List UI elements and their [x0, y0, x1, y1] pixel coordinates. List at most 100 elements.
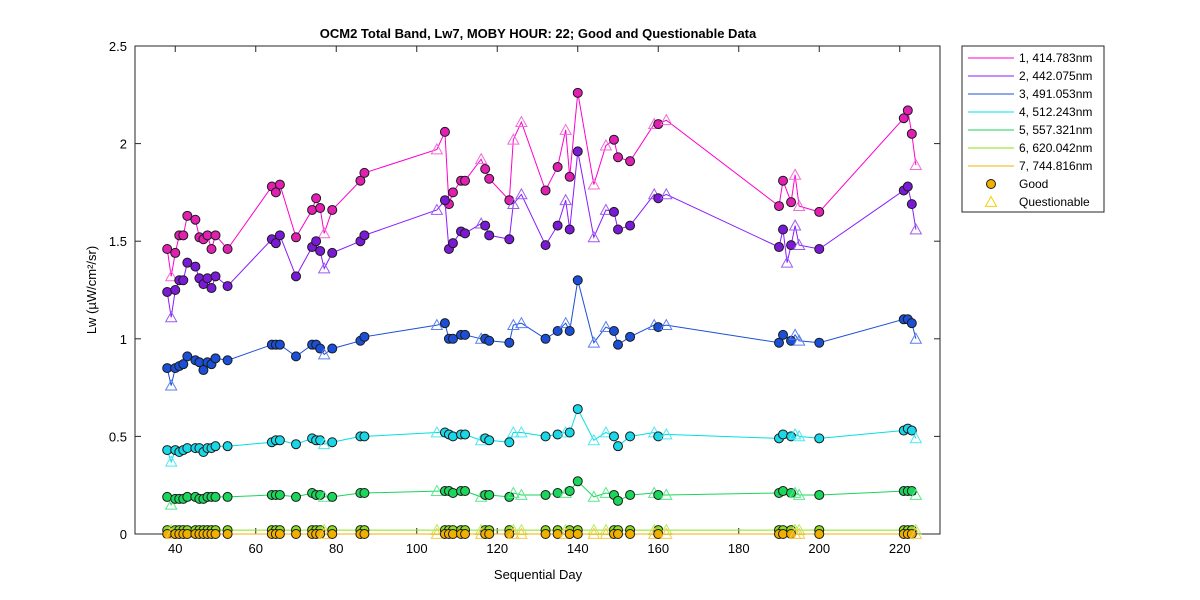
good-point	[162, 286, 173, 297]
good-point	[572, 529, 583, 539]
good-point	[291, 232, 301, 243]
good-point	[540, 529, 551, 539]
good-point	[540, 185, 551, 196]
good-point	[564, 325, 575, 336]
x-tick-label: 40	[168, 541, 182, 556]
good-point	[359, 331, 370, 342]
questionable-point	[587, 336, 601, 348]
questionable-point	[599, 320, 613, 332]
questionable-point	[317, 226, 331, 239]
good-point	[906, 199, 917, 210]
questionable-point	[788, 168, 802, 180]
good-point	[572, 476, 583, 487]
good-point	[274, 435, 285, 446]
good-point	[170, 285, 181, 295]
good-point	[625, 431, 636, 442]
good-point	[552, 429, 563, 440]
good-point	[291, 529, 301, 539]
legend-entry-label: 5, 557.321nm	[1019, 123, 1092, 137]
good-point	[613, 339, 623, 350]
good-point	[202, 273, 213, 284]
good-point	[182, 257, 193, 268]
good-point	[178, 359, 189, 370]
good-point	[355, 175, 366, 186]
good-point	[778, 224, 789, 235]
good-point	[460, 329, 471, 340]
questionable-point	[430, 425, 444, 438]
good-point	[613, 152, 623, 163]
good-point	[274, 489, 285, 500]
good-point	[447, 333, 458, 344]
questionable-point	[317, 261, 331, 274]
questionable-point	[792, 199, 806, 211]
good-point	[359, 167, 370, 178]
good-point	[190, 214, 201, 225]
x-axis-label: Sequential Day	[494, 567, 583, 582]
good-point	[210, 529, 221, 539]
chart-title: OCM2 Total Band, Lw7, MOBY HOUR: 22; Goo…	[320, 26, 757, 41]
y-tick-label: 1.5	[109, 234, 127, 249]
questionable-point	[659, 527, 673, 539]
x-tick-label: 140	[567, 541, 589, 556]
good-point	[484, 489, 495, 500]
questionable-point	[909, 158, 923, 170]
x-tick-label: 60	[249, 541, 263, 556]
good-point	[315, 245, 326, 256]
y-tick-label: 0.5	[109, 429, 127, 444]
legend-entry-label: 7, 744.816nm	[1019, 159, 1092, 173]
good-point	[291, 271, 301, 282]
good-point	[359, 488, 370, 499]
questionable-point	[515, 316, 528, 329]
good-point	[222, 244, 233, 255]
questionable-point	[909, 431, 923, 444]
questionable-point	[507, 133, 520, 145]
questionable-point	[515, 425, 528, 438]
y-tick-label: 2	[120, 137, 127, 152]
good-point	[327, 247, 338, 258]
questionable-point	[788, 328, 802, 340]
questionable-point	[659, 488, 673, 500]
good-point	[552, 162, 563, 173]
good-point	[906, 425, 917, 436]
legend-questionable-marker	[984, 195, 998, 207]
good-point	[484, 230, 495, 241]
good-point	[291, 351, 301, 362]
questionable-point	[559, 316, 573, 329]
questionable-point	[659, 318, 673, 331]
good-point	[774, 242, 784, 253]
questionable-point	[507, 197, 520, 210]
questionable-point	[430, 484, 444, 496]
questionable-point	[430, 142, 444, 155]
questionable-point	[659, 427, 673, 440]
questionable-point	[559, 123, 573, 135]
good-point	[307, 204, 318, 215]
questionable-point	[515, 115, 528, 128]
good-point	[778, 175, 789, 186]
x-tick-label: 180	[728, 541, 750, 556]
questionable-point	[507, 486, 520, 498]
questionable-point	[430, 318, 444, 331]
good-point	[274, 230, 285, 241]
good-point	[460, 175, 471, 186]
good-point	[439, 318, 450, 329]
series-3	[162, 275, 923, 391]
questionable-point	[792, 238, 806, 251]
questionable-point	[780, 256, 794, 268]
good-point	[608, 134, 619, 145]
questionable-point	[909, 332, 923, 344]
questionable-point	[599, 486, 613, 498]
good-point	[274, 179, 285, 190]
good-point	[613, 529, 623, 539]
legend-good-marker	[986, 179, 996, 189]
good-point	[504, 234, 515, 245]
good-point	[625, 529, 636, 539]
questionable-point	[507, 425, 520, 438]
questionable-point	[164, 379, 178, 391]
legend-entry-label: 6, 620.042nm	[1019, 141, 1092, 155]
questionable-point	[587, 527, 601, 539]
series-2	[162, 146, 923, 323]
good-point	[814, 244, 825, 255]
good-point	[222, 281, 233, 292]
good-point	[653, 322, 664, 333]
